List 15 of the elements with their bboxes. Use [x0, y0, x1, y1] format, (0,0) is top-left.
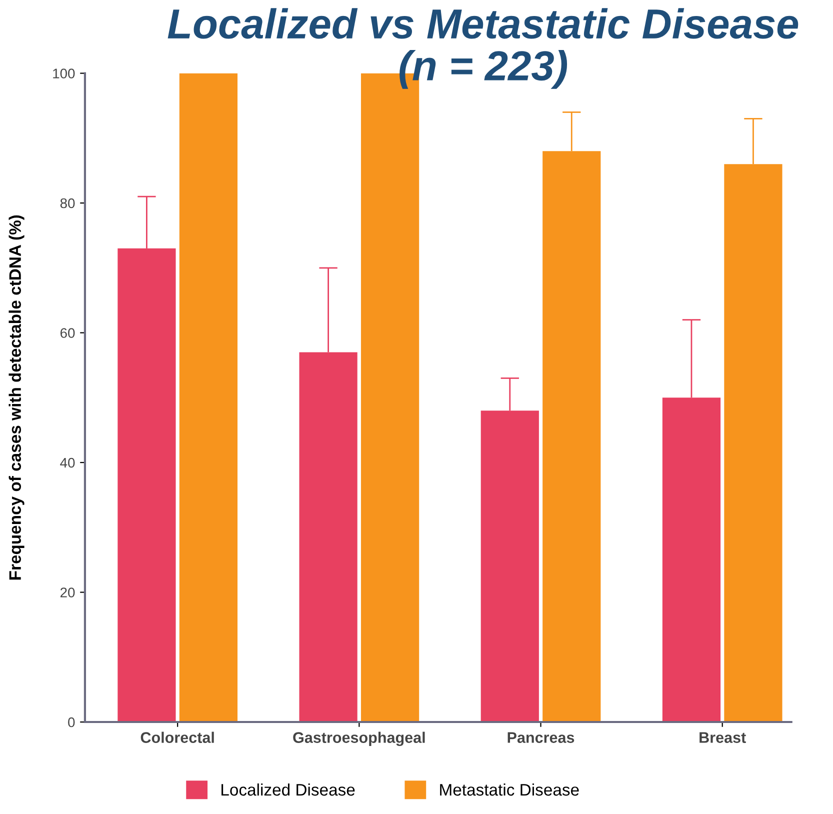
x-tick-label: Colorectal [140, 732, 214, 743]
y-tick-label: 0 [68, 717, 75, 728]
y-tick-label: 20 [60, 588, 75, 598]
x-tick-label: Gastroesophageal [293, 732, 425, 746]
legend-label: Localized Disease [222, 783, 355, 796]
y-axis-title: Frequency of cases with detectable ctDNA (%) [8, 215, 24, 580]
bar [179, 73, 238, 722]
y-tick-label: 80 [60, 198, 75, 208]
y-tick-label: 40 [60, 458, 75, 468]
chart-title: Localized vs Metastatic Disease (n = 223) [168, 8, 798, 89]
x-tick-label: Pancreas [508, 732, 574, 743]
y-tick-label: 100 [53, 68, 75, 78]
x-tick-label: Breast [700, 732, 746, 743]
y-tick-label: 60 [60, 328, 75, 338]
legend-label: Metastatic Disease [440, 783, 579, 796]
